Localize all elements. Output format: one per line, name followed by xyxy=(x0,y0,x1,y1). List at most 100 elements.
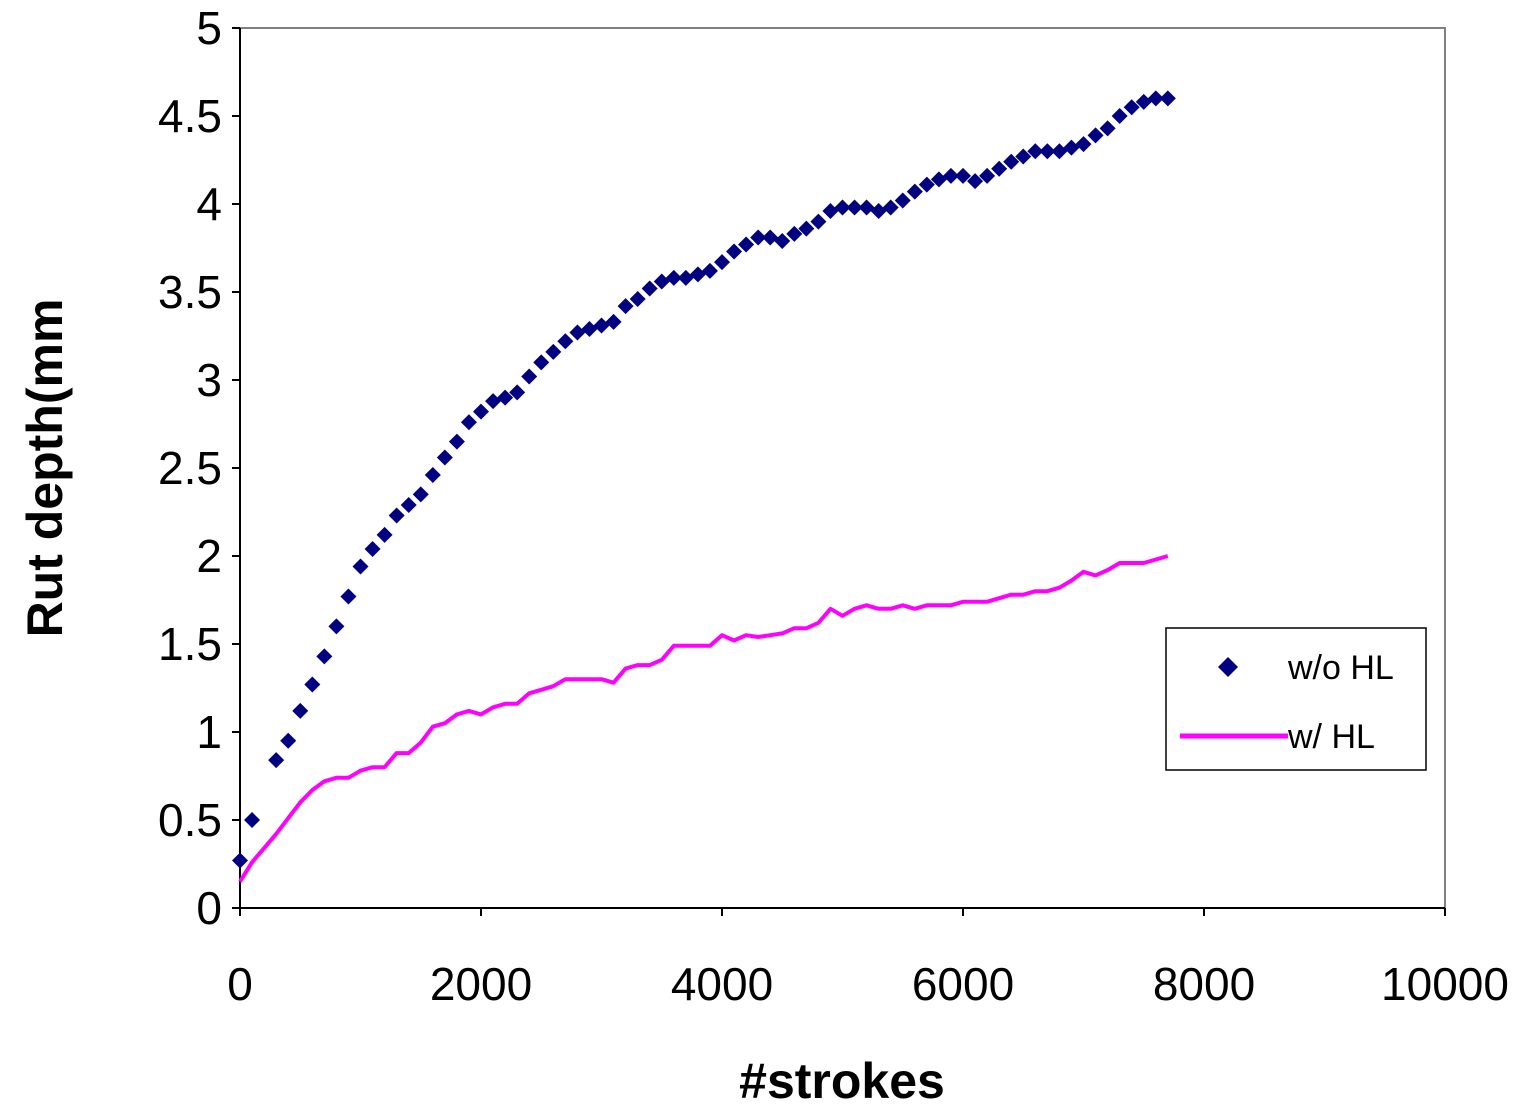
data-point-w-o-hl xyxy=(786,225,803,242)
data-point-w-o-hl xyxy=(822,203,839,220)
x-tick-label: 2000 xyxy=(430,958,532,1010)
data-point-w-o-hl xyxy=(834,199,851,216)
data-point-w-o-hl xyxy=(364,540,381,557)
data-point-w-o-hl xyxy=(918,176,935,193)
data-point-w-o-hl xyxy=(846,199,863,216)
data-point-w-o-hl xyxy=(1003,153,1020,170)
data-point-w-o-hl xyxy=(533,354,550,371)
data-point-w-o-hl xyxy=(1015,148,1032,165)
data-point-w-o-hl xyxy=(352,558,369,575)
data-point-w-o-hl xyxy=(810,213,827,230)
data-point-w-o-hl xyxy=(448,433,465,450)
data-point-w-o-hl xyxy=(1075,136,1092,153)
data-point-w-o-hl xyxy=(1159,90,1176,107)
data-point-w-o-hl xyxy=(280,732,297,749)
data-point-w-o-hl xyxy=(412,486,429,503)
data-point-w-o-hl xyxy=(545,343,562,360)
data-point-w-o-hl xyxy=(593,317,610,334)
data-point-w-o-hl xyxy=(436,449,453,466)
y-axis: 0 0.5 1 1.5 2 2.5 3 3.5 4 4.5 5 xyxy=(158,2,241,934)
plot-area xyxy=(239,27,1446,909)
data-point-w-o-hl xyxy=(979,167,996,184)
data-point-w-o-hl xyxy=(376,526,393,543)
y-tick-label: 1 xyxy=(196,706,222,758)
data-point-w-o-hl xyxy=(328,618,345,635)
y-tick-label: 3.5 xyxy=(158,266,222,318)
data-point-w-o-hl xyxy=(1063,139,1080,156)
data-point-w-o-hl xyxy=(665,269,682,286)
data-point-w-o-hl xyxy=(738,236,755,253)
data-point-w-o-hl xyxy=(714,254,730,271)
data-point-w-o-hl xyxy=(292,702,309,719)
x-tick-label: 10000 xyxy=(1381,958,1509,1010)
data-point-w-o-hl xyxy=(460,414,477,431)
data-point-w-o-hl xyxy=(473,403,489,420)
data-point-w-o-hl xyxy=(641,280,658,297)
data-point-w-o-hl xyxy=(268,752,285,769)
data-point-w-o-hl xyxy=(232,852,248,869)
data-point-w-o-hl xyxy=(605,313,622,330)
data-point-w-o-hl xyxy=(677,269,694,286)
data-point-w-o-hl xyxy=(942,167,959,184)
data-point-w-o-hl xyxy=(858,199,875,216)
data-point-w-o-hl xyxy=(762,229,779,246)
data-point-w-o-hl xyxy=(340,588,357,605)
x-axis-title: #strokes xyxy=(739,1053,945,1109)
data-point-w-o-hl xyxy=(930,171,947,188)
data-point-w-o-hl xyxy=(521,368,538,385)
y-tick-label: 1.5 xyxy=(158,618,222,670)
data-point-w-o-hl xyxy=(304,676,321,693)
data-point-w-o-hl xyxy=(617,298,634,315)
data-point-w-o-hl xyxy=(1123,99,1140,116)
data-point-w-o-hl xyxy=(750,229,767,246)
data-point-w-o-hl xyxy=(1099,120,1116,137)
data-point-w-o-hl xyxy=(870,203,887,220)
y-tick-label: 0.5 xyxy=(158,794,222,846)
data-point-w-o-hl xyxy=(569,324,586,341)
data-point-w-o-hl xyxy=(557,333,574,350)
legend-marker-w-o-hl xyxy=(1218,657,1238,677)
data-point-w-o-hl xyxy=(497,389,514,406)
data-point-w-o-hl xyxy=(701,262,718,279)
data-point-w-o-hl xyxy=(726,243,743,260)
x-tick-label: 8000 xyxy=(1153,958,1255,1010)
y-tick-label: 3 xyxy=(196,354,222,406)
series-line-w-hl xyxy=(238,554,1169,883)
data-point-w-o-hl xyxy=(388,507,405,524)
data-point-w-o-hl xyxy=(1087,127,1104,144)
data-point-w-o-hl xyxy=(894,192,911,209)
data-point-w-o-hl xyxy=(1135,93,1152,110)
data-point-w-o-hl xyxy=(1051,143,1068,160)
data-point-w-o-hl xyxy=(882,199,899,216)
data-point-w-o-hl xyxy=(906,183,923,200)
data-point-w-o-hl xyxy=(1027,143,1044,160)
data-point-w-o-hl xyxy=(955,167,971,184)
y-tick-label: 2 xyxy=(196,530,222,582)
data-point-w-o-hl xyxy=(629,291,646,308)
data-point-w-o-hl xyxy=(581,320,598,337)
y-tick-label: 2.5 xyxy=(158,442,222,494)
y-axis-title: Rut depth(mm xyxy=(17,299,73,638)
y-tick-label: 4 xyxy=(196,178,222,230)
data-point-w-o-hl xyxy=(967,173,984,190)
data-point-w-o-hl xyxy=(509,384,526,401)
data-point-w-o-hl xyxy=(798,220,815,237)
x-tick-label: 4000 xyxy=(671,958,773,1010)
x-tick-label: 0 xyxy=(227,958,253,1010)
x-axis: 0 2000 4000 6000 8000 10000 xyxy=(227,907,1509,1010)
legend-label-w-hl: w/ HL xyxy=(1287,718,1375,756)
legend: w/o HL w/ HL xyxy=(1165,627,1427,771)
data-point-w-o-hl xyxy=(991,160,1008,177)
legend-box xyxy=(1165,627,1427,771)
legend-label-w-o-hl: w/o HL xyxy=(1287,649,1394,687)
data-point-w-o-hl xyxy=(316,648,333,665)
data-point-w-o-hl xyxy=(424,467,441,484)
data-point-w-o-hl xyxy=(1147,90,1164,107)
y-tick-label: 0 xyxy=(196,882,222,934)
series-layer xyxy=(232,90,1176,883)
data-point-w-o-hl xyxy=(689,266,706,283)
data-point-w-o-hl xyxy=(485,393,502,410)
data-point-w-o-hl xyxy=(1111,108,1128,124)
y-tick-label: 4.5 xyxy=(158,90,222,142)
